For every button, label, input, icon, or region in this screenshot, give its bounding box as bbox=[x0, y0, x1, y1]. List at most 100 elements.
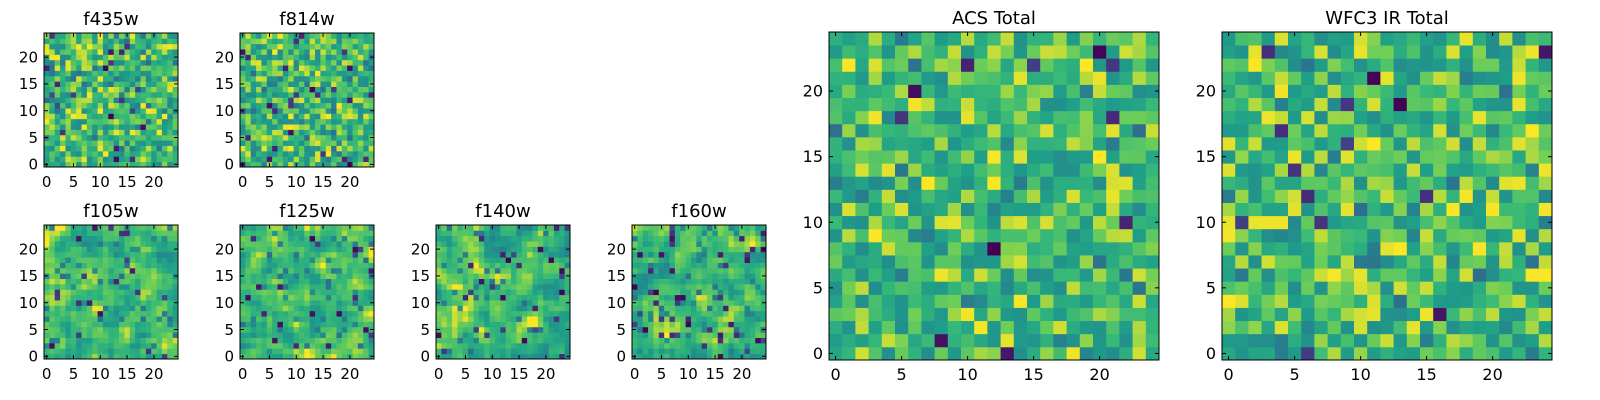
heatmap-cell bbox=[685, 246, 692, 253]
heatmap-cell bbox=[277, 75, 284, 82]
heatmap-cell bbox=[548, 294, 555, 301]
heatmap-cell bbox=[1525, 189, 1540, 203]
heatmap-cell bbox=[272, 342, 278, 349]
heatmap-cell bbox=[947, 58, 962, 72]
heatmap-cell bbox=[167, 225, 174, 231]
heatmap-cell bbox=[49, 310, 56, 317]
heatmap-cell bbox=[261, 81, 268, 87]
heatmap-cell bbox=[537, 225, 544, 231]
heatmap-cell bbox=[527, 342, 533, 349]
heatmap-cell bbox=[272, 316, 278, 322]
heatmap-cell bbox=[368, 267, 375, 274]
heatmap-cell bbox=[548, 310, 555, 317]
x-tick-label: 0 bbox=[42, 173, 52, 191]
heatmap-cell bbox=[108, 54, 115, 61]
heatmap-cell bbox=[309, 161, 316, 168]
x-tick-label: 15 bbox=[510, 365, 529, 383]
heatmap-cell bbox=[489, 283, 496, 290]
heatmap-cell bbox=[266, 321, 273, 328]
heatmap-cell bbox=[717, 283, 724, 290]
heatmap-cell bbox=[113, 134, 120, 141]
heatmap-cell bbox=[436, 337, 442, 344]
heatmap-cell bbox=[54, 140, 61, 146]
heatmap-cell bbox=[1066, 45, 1081, 59]
heatmap-cell bbox=[462, 235, 469, 242]
heatmap-cell bbox=[119, 321, 125, 328]
heatmap-cell bbox=[881, 307, 896, 322]
heatmap-cell bbox=[755, 348, 762, 355]
heatmap-cell bbox=[749, 289, 756, 296]
heatmap-cell bbox=[1000, 307, 1015, 322]
heatmap-cell bbox=[755, 251, 762, 258]
heatmap-cell bbox=[135, 150, 141, 157]
heatmap-cell bbox=[320, 81, 327, 87]
heatmap-cell bbox=[145, 86, 152, 93]
heatmap-cell bbox=[256, 348, 262, 355]
heatmap-cell bbox=[124, 267, 131, 274]
heatmap-cell bbox=[309, 86, 316, 93]
heatmap-cell bbox=[696, 294, 703, 301]
heatmap-cell bbox=[76, 257, 82, 263]
heatmap-cell bbox=[76, 102, 82, 109]
heatmap-cell bbox=[868, 150, 883, 164]
heatmap-cell bbox=[293, 337, 300, 344]
heatmap-cell bbox=[553, 257, 560, 263]
heatmap-cell bbox=[156, 332, 163, 338]
heatmap-cell bbox=[167, 321, 174, 328]
heatmap-cell bbox=[363, 348, 370, 355]
heatmap-cell bbox=[49, 81, 56, 87]
heatmap-cell bbox=[272, 332, 278, 338]
heatmap-cell bbox=[124, 273, 131, 279]
heatmap-cell bbox=[1340, 241, 1355, 256]
heatmap-cell bbox=[543, 321, 549, 328]
heatmap-cell bbox=[140, 134, 147, 141]
heatmap-cell bbox=[1106, 84, 1120, 98]
heatmap-cell bbox=[341, 342, 348, 349]
heatmap-cell bbox=[49, 108, 56, 114]
heatmap-cell bbox=[272, 241, 278, 247]
heatmap-cell bbox=[648, 337, 654, 344]
heatmap-cell bbox=[1106, 307, 1120, 322]
heatmap-cell bbox=[1380, 294, 1394, 308]
heatmap-cell bbox=[760, 241, 767, 247]
heatmap-cell bbox=[325, 140, 332, 146]
heatmap-cell bbox=[172, 70, 179, 77]
heatmap-cell bbox=[119, 326, 125, 333]
heatmap-cell bbox=[240, 140, 246, 146]
heatmap-cell bbox=[648, 348, 654, 355]
x-tick-label: 10 bbox=[287, 173, 306, 191]
heatmap-cell bbox=[728, 342, 735, 349]
heatmap-cell bbox=[527, 353, 533, 360]
heatmap-cell bbox=[921, 255, 935, 269]
heatmap-cell bbox=[129, 316, 136, 322]
heatmap-cell bbox=[701, 267, 708, 274]
heatmap-cell bbox=[441, 262, 448, 269]
heatmap-cell bbox=[658, 300, 665, 306]
heatmap-cell bbox=[277, 294, 284, 301]
heatmap-cell bbox=[653, 321, 660, 328]
heatmap-cell bbox=[167, 305, 174, 312]
heatmap-cell bbox=[108, 262, 115, 269]
heatmap-cell bbox=[717, 278, 724, 285]
heatmap-cell bbox=[357, 97, 364, 104]
heatmap-cell bbox=[1525, 307, 1540, 322]
heatmap-cell bbox=[717, 337, 724, 344]
heatmap-cell bbox=[49, 251, 56, 258]
heatmap-cell bbox=[135, 38, 141, 45]
heatmap-cell bbox=[315, 70, 321, 77]
heatmap-cell bbox=[293, 145, 300, 152]
heatmap-cell bbox=[1459, 294, 1474, 308]
heatmap-cell bbox=[113, 257, 120, 263]
heatmap-cell bbox=[457, 267, 464, 274]
heatmap-cell bbox=[172, 235, 179, 242]
heatmap-cell bbox=[436, 321, 442, 328]
heatmap-cell bbox=[521, 257, 528, 263]
heatmap-cell bbox=[151, 305, 157, 312]
heatmap-cell bbox=[250, 108, 257, 114]
heatmap-cell bbox=[1000, 189, 1015, 203]
heatmap-cell bbox=[113, 262, 120, 269]
heatmap-cell bbox=[494, 267, 501, 274]
heatmap-cell bbox=[357, 91, 364, 98]
heatmap-cell bbox=[717, 241, 724, 247]
heatmap-cell bbox=[505, 305, 512, 312]
